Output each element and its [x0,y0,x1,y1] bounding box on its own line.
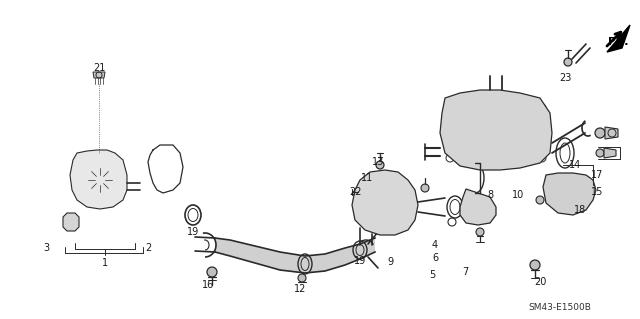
Polygon shape [215,238,375,273]
Circle shape [298,274,306,282]
Polygon shape [460,189,496,225]
Circle shape [365,190,405,230]
Text: 21: 21 [93,63,105,73]
Polygon shape [605,127,618,139]
Text: 1: 1 [102,258,108,268]
Text: 11: 11 [361,173,373,183]
Polygon shape [70,150,127,209]
Circle shape [505,123,525,143]
Text: 3: 3 [43,243,49,253]
Circle shape [465,113,495,143]
Circle shape [376,161,384,169]
Text: 23: 23 [559,73,571,83]
Text: 18: 18 [574,205,586,215]
Circle shape [530,260,540,270]
Circle shape [207,267,217,277]
Text: 6: 6 [432,253,438,263]
Text: 10: 10 [512,190,524,200]
Text: FR.: FR. [608,37,628,47]
Text: 15: 15 [591,187,603,197]
Text: 17: 17 [591,170,603,180]
Polygon shape [607,25,630,52]
Text: 8: 8 [487,190,493,200]
Circle shape [421,184,429,192]
Text: 9: 9 [387,257,393,267]
Polygon shape [604,148,616,158]
Circle shape [561,181,585,205]
Text: 2: 2 [145,243,151,253]
Text: 19: 19 [354,256,366,266]
Text: 5: 5 [429,270,435,280]
Text: 7: 7 [462,267,468,277]
Circle shape [82,162,118,198]
Polygon shape [93,72,105,78]
Circle shape [468,197,488,217]
Circle shape [596,149,604,157]
Text: 13: 13 [372,157,384,167]
Text: 20: 20 [534,277,546,287]
Circle shape [536,196,544,204]
Circle shape [595,128,605,138]
Text: 4: 4 [432,240,438,250]
Circle shape [564,58,572,66]
Text: 22: 22 [349,187,361,197]
Text: 16: 16 [202,280,214,290]
Polygon shape [352,170,418,235]
Circle shape [358,188,366,196]
Polygon shape [440,90,552,170]
Circle shape [372,197,398,223]
Text: 12: 12 [294,284,306,294]
Circle shape [476,228,484,236]
Text: SM43-E1500B: SM43-E1500B [529,303,591,313]
Text: 14: 14 [569,160,581,170]
Text: 19: 19 [187,227,199,237]
Polygon shape [543,173,596,215]
Polygon shape [63,213,79,231]
